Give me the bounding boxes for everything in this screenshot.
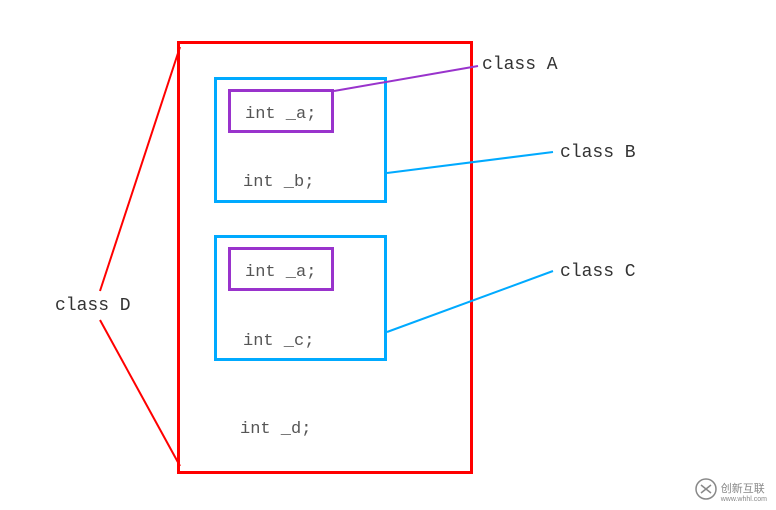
line-class-d-top xyxy=(100,47,180,291)
label-int-a1: int _a; xyxy=(245,105,316,124)
label-int-a2: int _a; xyxy=(245,263,316,282)
watermark-url: www.whhl.com xyxy=(721,496,767,503)
label-int-b: int _b; xyxy=(243,173,314,192)
watermark-logo-icon xyxy=(695,478,717,505)
label-int-c: int _c; xyxy=(243,332,314,351)
label-class-d: class D xyxy=(55,296,131,316)
label-class-c: class C xyxy=(560,262,636,282)
line-class-d-bottom xyxy=(100,320,180,466)
label-int-d: int _d; xyxy=(240,420,311,439)
label-class-a: class A xyxy=(482,55,558,75)
watermark-brand: 创新互联 xyxy=(721,480,767,496)
watermark: 创新互联 www.whhl.com xyxy=(691,476,771,507)
label-class-b: class B xyxy=(560,143,636,163)
